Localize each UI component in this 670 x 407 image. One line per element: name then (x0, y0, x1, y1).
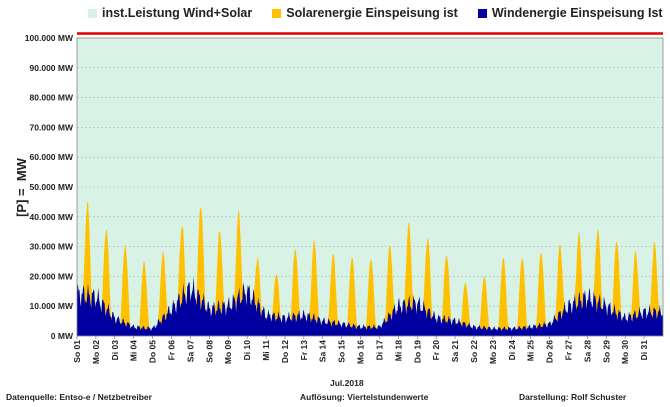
y-tick-label: 50.000 MW (30, 182, 74, 192)
x-tick-label: Mo 30 (620, 340, 630, 364)
legend-label-solar: Solarenergie Einspeisung ist (286, 6, 458, 20)
footer-resolution: Auflösung: Viertelstundenwerte (300, 392, 429, 402)
legend-label-wind: Windenergie Einspeisung Ist (491, 6, 663, 20)
y-tick-label: 20.000 MW (30, 271, 74, 281)
x-tick-label: Mi 11 (261, 340, 271, 361)
x-tick-label: Fr 06 (167, 340, 177, 361)
x-tick-label: Fr 13 (299, 340, 309, 361)
x-tick-label: Mo 02 (91, 340, 101, 364)
x-tick-label: Di 24 (507, 340, 517, 361)
y-tick-label: 30.000 MW (30, 242, 74, 252)
y-tick-label: 10.000 MW (30, 301, 74, 311)
x-tick-label: Sa 28 (582, 340, 592, 362)
legend-swatch-wind (477, 8, 487, 18)
x-tick-label: Sa 21 (450, 340, 460, 362)
x-tick-label: So 15 (337, 340, 347, 363)
x-tick-label: Mo 16 (356, 340, 366, 364)
x-axis-month-label: Jul.2018 (330, 378, 364, 388)
y-tick-label: 90.000 MW (30, 63, 74, 73)
x-tick-label: Mi 04 (129, 340, 139, 362)
x-tick-label: Fr 20 (431, 340, 441, 361)
x-tick-label: Mo 23 (488, 340, 498, 364)
x-tick-label: Mi 25 (526, 340, 536, 362)
legend-item-solar: Solarenergie Einspeisung ist (272, 6, 458, 20)
y-tick-label: 40.000 MW (30, 212, 74, 222)
footer-author: Darstellung: Rolf Schuster (519, 392, 627, 402)
y-tick-label: 60.000 MW (30, 152, 74, 162)
legend-swatch-capacity (88, 8, 97, 18)
x-tick-label: Sa 14 (318, 340, 328, 362)
x-tick-label: Fr 27 (563, 340, 573, 361)
x-tick-label: Do 05 (148, 340, 158, 363)
legend-item-capacity: inst.Leistung Wind+Solar (88, 6, 252, 20)
legend: inst.Leistung Wind+Solar Solarenergie Ei… (88, 6, 663, 20)
x-tick-label: So 22 (469, 340, 479, 363)
x-tick-label: Di 10 (242, 340, 252, 361)
x-tick-label: Do 26 (545, 340, 555, 363)
y-axis-label: [P] = MW (13, 158, 29, 217)
x-tick-label: Di 31 (639, 340, 649, 361)
solar-area (77, 201, 663, 336)
legend-label-capacity: inst.Leistung Wind+Solar (102, 6, 253, 20)
x-tick-label: So 29 (601, 340, 611, 363)
footer-source: Datenquelle: Entso-e / Netzbetreiber (6, 392, 152, 402)
legend-item-wind: Windenergie Einspeisung Ist (477, 6, 663, 20)
y-tick-label: 0 MW (51, 331, 74, 341)
x-tick-label: Di 03 (110, 340, 120, 361)
y-tick-label: 100.000 MW (25, 33, 74, 43)
x-tick-label: So 01 (72, 340, 82, 363)
y-tick-label: 80.000 MW (30, 93, 74, 103)
x-tick-label: Mo 09 (223, 340, 233, 364)
x-tick-label: Sa 07 (185, 340, 195, 362)
y-tick-label: 70.000 MW (30, 122, 74, 132)
x-tick-label: So 08 (204, 340, 214, 363)
x-tick-label: Do 12 (280, 340, 290, 363)
x-tick-label: Mi 18 (393, 340, 403, 362)
x-tick-label: Di 17 (374, 340, 384, 361)
legend-swatch-solar (272, 8, 282, 18)
x-tick-label: Do 19 (412, 340, 422, 363)
wind-area (77, 276, 663, 336)
plot-frame (76, 37, 664, 337)
